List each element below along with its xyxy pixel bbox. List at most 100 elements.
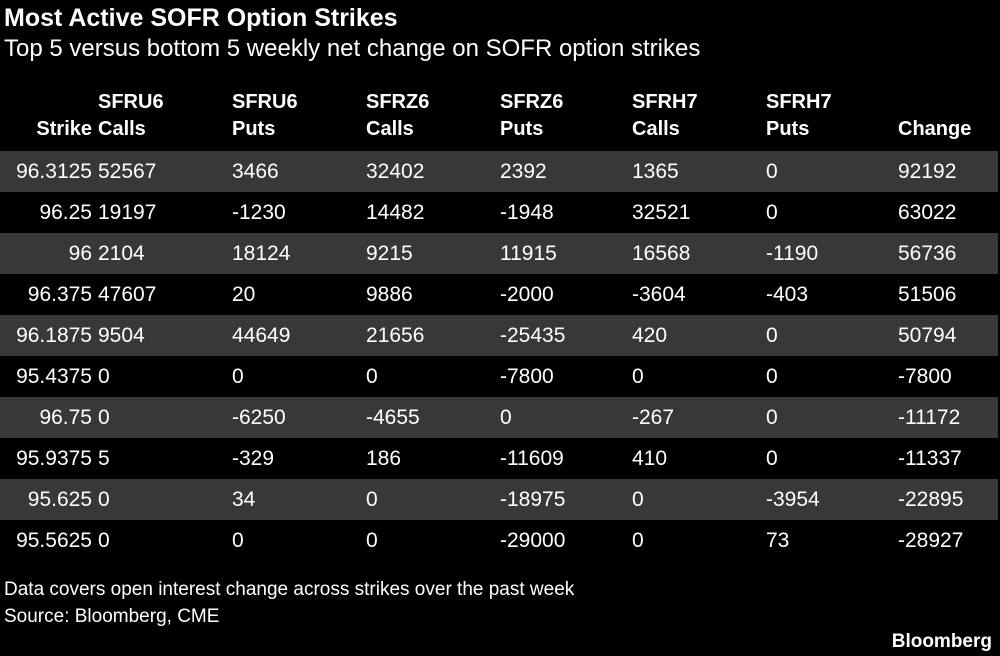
table-cell: -11172 <box>898 397 998 438</box>
strike-cell: 96.25 <box>0 192 98 233</box>
footnote: Data covers open interest change across … <box>4 579 575 600</box>
table-cell: 44649 <box>232 315 366 356</box>
strike-cell: 96.3125 <box>0 151 98 192</box>
column-header-line1: SFRU6 <box>98 91 164 113</box>
table-cell: 0 <box>632 520 766 561</box>
table-cell: 0 <box>232 356 366 397</box>
table-cell: 50794 <box>898 315 998 356</box>
table-cell: 2104 <box>98 233 232 274</box>
column-header-line2: Change <box>898 118 972 140</box>
table-cell: 0 <box>632 356 766 397</box>
column-header-line2: Calls <box>98 118 146 140</box>
table-cell: -11609 <box>500 438 632 479</box>
column-header-line1 <box>898 89 998 116</box>
column-header-line2: Puts <box>766 118 810 140</box>
column-header: Strike <box>0 87 98 151</box>
table-cell: 14482 <box>366 192 500 233</box>
column-header-line1: SFRH7 <box>766 91 832 113</box>
table-cell: 63022 <box>898 192 998 233</box>
table-cell: 0 <box>766 397 898 438</box>
column-header: SFRH7 Puts <box>766 87 898 151</box>
chart-subtitle: Top 5 versus bottom 5 weekly net change … <box>4 35 701 62</box>
table-cell: -1230 <box>232 192 366 233</box>
table-cell: 0 <box>366 520 500 561</box>
table-cell: -4655 <box>366 397 500 438</box>
column-header-line2: Calls <box>366 118 414 140</box>
table-row: 95.4375 0 0 0 -7800 0 0 -7800 <box>0 356 998 397</box>
column-header-line2: Calls <box>632 118 680 140</box>
table-cell: 0 <box>500 397 632 438</box>
table-cell: 0 <box>232 520 366 561</box>
table-cell: 32521 <box>632 192 766 233</box>
table-cell: 0 <box>766 356 898 397</box>
table-cell: 0 <box>98 397 232 438</box>
table-body: 96.3125 52567 3466 32402 2392 1365 0 92192 96.25… <box>0 151 998 561</box>
table-cell: 11915 <box>500 233 632 274</box>
column-header: SFRU6 Calls <box>98 87 232 151</box>
table-cell: 16568 <box>632 233 766 274</box>
table-cell: -7800 <box>500 356 632 397</box>
table-cell: 0 <box>766 151 898 192</box>
table-row: 95.5625 0 0 0 -29000 0 73 -28927 <box>0 520 998 561</box>
table-cell: 420 <box>632 315 766 356</box>
table-cell: 34 <box>232 479 366 520</box>
table-cell: 0 <box>98 356 232 397</box>
table-row: 96.25 19197 -1230 14482 -1948 32521 0 63022 <box>0 192 998 233</box>
table-cell: 51506 <box>898 274 998 315</box>
table-cell: 0 <box>766 192 898 233</box>
strike-cell: 95.4375 <box>0 356 98 397</box>
strike-cell: 95.9375 <box>0 438 98 479</box>
table-cell: -1948 <box>500 192 632 233</box>
table-cell: 5 <box>98 438 232 479</box>
column-header-line2: Puts <box>500 118 544 140</box>
column-header: Change <box>898 87 998 151</box>
column-header-line1: SFRU6 <box>232 91 298 113</box>
table-cell: -18975 <box>500 479 632 520</box>
table-cell: 20 <box>232 274 366 315</box>
table-cell: 92192 <box>898 151 998 192</box>
strikes-table: Strike SFRU6 Calls SFRU6 Puts SFRZ6 Calls SFRZ6… <box>0 87 998 561</box>
strike-cell: 95.625 <box>0 479 98 520</box>
table-cell: 1365 <box>632 151 766 192</box>
column-header: SFRZ6 Calls <box>366 87 500 151</box>
table-cell: 18124 <box>232 233 366 274</box>
table-cell: -7800 <box>898 356 998 397</box>
table-cell: -28927 <box>898 520 998 561</box>
table-cell: 56736 <box>898 233 998 274</box>
table-cell: -2000 <box>500 274 632 315</box>
table-cell: 0 <box>98 479 232 520</box>
strike-cell: 95.5625 <box>0 520 98 561</box>
table-cell: 9215 <box>366 233 500 274</box>
table-cell: -1190 <box>766 233 898 274</box>
strike-cell: 96.375 <box>0 274 98 315</box>
column-header-line1: SFRH7 <box>632 91 698 113</box>
table-cell: -329 <box>232 438 366 479</box>
table-cell: 0 <box>98 520 232 561</box>
table-cell: -3954 <box>766 479 898 520</box>
table-cell: 0 <box>766 438 898 479</box>
table-row: 96.3125 52567 3466 32402 2392 1365 0 92192 <box>0 151 998 192</box>
table-cell: 0 <box>366 479 500 520</box>
source-note: Source: Bloomberg, CME <box>4 606 220 627</box>
table-cell: 73 <box>766 520 898 561</box>
strike-cell: 96.1875 <box>0 315 98 356</box>
table-cell: 410 <box>632 438 766 479</box>
table-cell: 9886 <box>366 274 500 315</box>
table-cell: -11337 <box>898 438 998 479</box>
column-header-line1: SFRZ6 <box>366 91 430 113</box>
table-cell: -6250 <box>232 397 366 438</box>
table-cell: 21656 <box>366 315 500 356</box>
strike-cell: 96 <box>0 233 98 274</box>
table-row: 95.9375 5 -329 186 -11609 410 0 -11337 <box>0 438 998 479</box>
table-cell: 0 <box>632 479 766 520</box>
table-cell: 0 <box>766 315 898 356</box>
table-row: 96.1875 9504 44649 21656 -25435 420 0 50794 <box>0 315 998 356</box>
table-cell: 52567 <box>98 151 232 192</box>
table-cell: -29000 <box>500 520 632 561</box>
table-cell: -267 <box>632 397 766 438</box>
column-header-line2: Strike <box>36 118 92 140</box>
table-cell: 2392 <box>500 151 632 192</box>
table-cell: 3466 <box>232 151 366 192</box>
table-cell: 19197 <box>98 192 232 233</box>
bloomberg-logo: Bloomberg <box>891 631 992 652</box>
